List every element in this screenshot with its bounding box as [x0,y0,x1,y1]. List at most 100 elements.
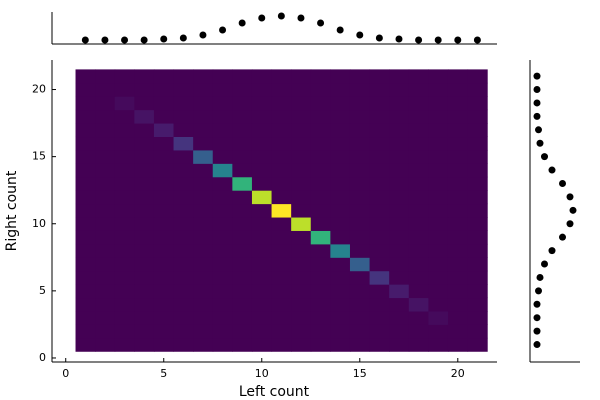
marginal-dot [395,35,403,43]
heat-cell [153,324,175,339]
heat-cell [173,284,194,299]
heat-cell [389,82,410,97]
heat-cell [408,297,429,312]
heat-cell [349,310,371,325]
heat-cell [271,109,292,124]
heat-cell [310,324,331,339]
heat-cell [291,203,312,218]
marginal-dot [101,36,109,44]
heat-cell [447,69,469,84]
marginal-dot [548,166,556,174]
heat-cell [153,136,175,151]
heat-cell [173,69,194,84]
heat-cell [153,82,175,97]
heat-cell [232,82,253,97]
heat-cell [114,176,135,191]
heat-cell [447,203,469,218]
heat-cell [114,297,135,312]
heat-cell [447,149,469,164]
heat-cell [232,136,253,151]
marginal-dot [434,36,442,44]
heat-cell [389,217,410,231]
heat-cell [330,96,351,111]
heat-cell [251,337,273,352]
heat-cell [428,324,449,339]
heat-cell [271,243,292,258]
heat-cell [408,230,429,245]
heat-cell [330,82,351,97]
heat-cell [447,190,469,205]
heat-cell [467,217,488,231]
heat-cell [349,230,371,245]
heat-cell [389,136,410,151]
heat-cell [212,217,233,231]
marginal-dot [140,36,148,44]
heat-cell [212,297,233,312]
heat-cell [310,190,331,205]
heat-cell [212,230,233,245]
heat-cell [291,337,312,352]
heat-cell [232,337,253,352]
heat-cell [153,190,175,205]
heat-cell [153,176,175,191]
heat-cell [153,217,175,231]
heat-cell [389,324,410,339]
heat-cell [251,217,273,231]
heat-cell [291,176,312,191]
heat-cell [173,310,194,325]
heat-cell [310,96,331,111]
heat-cell [114,149,135,164]
heat-cell [330,190,351,205]
heat-cell [232,230,253,245]
heat-cell [428,82,449,97]
heat-cell [95,190,116,205]
heat-cell [389,337,410,352]
heat-cell [428,337,449,352]
heat-cell [232,257,253,272]
marginal-dot [536,273,544,281]
heat-cell [75,284,96,299]
heat-cell [408,284,429,299]
heat-cell [389,109,410,124]
heat-cell [212,176,233,191]
heat-cell [114,109,135,124]
heat-cell [330,243,351,258]
heat-cell [95,149,116,164]
heat-cell [291,243,312,258]
heat-cell [232,123,253,138]
heat-cell [134,69,155,84]
heat-cell [291,190,312,205]
heat-cell [330,337,351,352]
heat-cell [153,123,175,138]
heat-cell [193,230,214,245]
marginal-dot [566,193,574,201]
heat-cell [447,136,469,151]
heat-cell [349,109,371,124]
heat-cell [212,270,233,285]
heat-cell [75,297,96,312]
heat-cell [369,69,390,84]
heat-cell [291,109,312,124]
heat-cell [389,123,410,138]
heat-cell [447,324,469,339]
heat-cell [271,230,292,245]
marginal-dot [336,26,344,34]
heat-cell [153,69,175,84]
marginal-dot [533,300,541,308]
heat-cell [369,337,390,352]
heat-cell [349,82,371,97]
heat-cell [389,163,410,178]
heat-cell [428,136,449,151]
heat-cell [75,217,96,231]
heat-cell [349,123,371,138]
heat-cell [408,337,429,352]
heat-cell [408,217,429,231]
x-tick-label: 10 [255,367,269,380]
heat-cell [251,176,273,191]
heat-cell [251,270,273,285]
heat-cell [134,163,155,178]
marginal-dot [533,112,541,120]
heat-cell [212,337,233,352]
heat-cell [310,123,331,138]
heat-cell [212,324,233,339]
